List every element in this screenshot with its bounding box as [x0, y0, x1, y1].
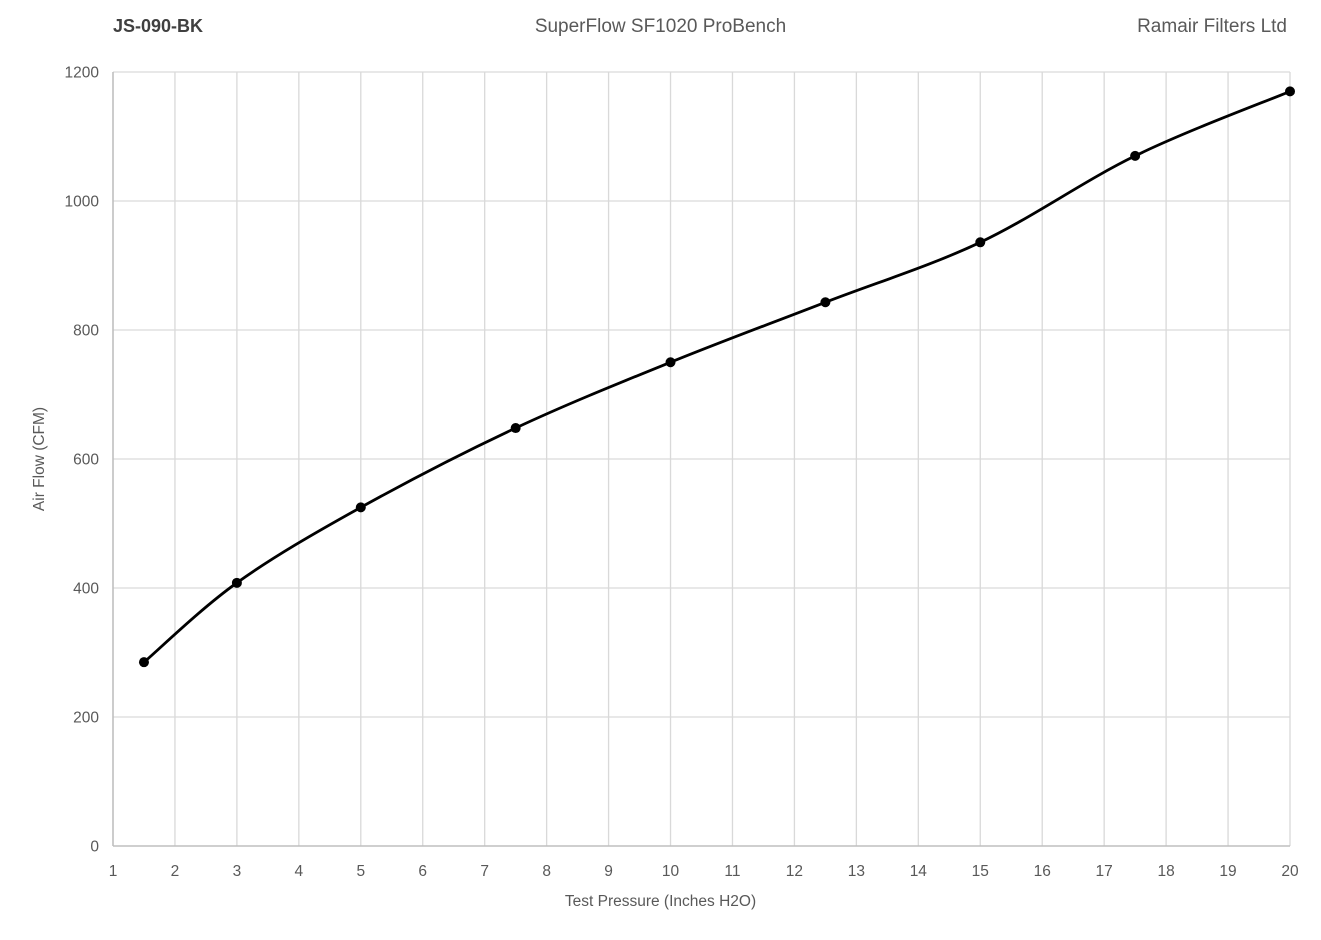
y-tick-label: 400: [73, 581, 99, 598]
x-tick-label: 4: [295, 863, 304, 880]
x-tick-label: 3: [233, 863, 242, 880]
data-point-marker: [1285, 86, 1295, 97]
y-tick-label: 1200: [65, 65, 100, 82]
x-tick-label: 10: [662, 863, 680, 880]
y-tick-label: 200: [73, 710, 99, 727]
x-tick-label: 12: [786, 863, 803, 880]
y-axis-title: Air Flow (CFM): [31, 406, 48, 512]
x-tick-label: 7: [480, 863, 489, 880]
x-tick-label: 17: [1096, 863, 1113, 880]
data-point-marker: [975, 237, 986, 248]
y-tick-labels: 0 200 400 600 800 1000 1200: [65, 65, 100, 856]
data-series: [138, 86, 1295, 668]
x-tick-labels: 1 2 3 4 5 6 7 8 9 10 11 12 13 14 15 16 17 18 19 20: [109, 863, 1299, 880]
series-line: [142, 90, 1292, 664]
x-tick-label: 18: [1157, 863, 1174, 880]
x-tick-label: 16: [1034, 863, 1051, 880]
data-point-marker: [138, 657, 149, 668]
x-tick-label: 15: [972, 863, 989, 880]
x-tick-label: 9: [604, 863, 613, 880]
x-tick-label: 8: [542, 863, 551, 880]
y-tick-label: 0: [90, 839, 99, 856]
gridlines: [113, 71, 1291, 846]
x-tick-label: 13: [848, 863, 865, 880]
chart-title: SuperFlow SF1020 ProBench: [534, 16, 787, 37]
x-tick-label: 2: [171, 863, 180, 880]
y-tick-label: 600: [73, 452, 99, 469]
x-tick-label: 5: [356, 863, 365, 880]
data-point-marker: [820, 297, 831, 308]
x-tick-label: 14: [910, 863, 928, 880]
x-tick-label: 19: [1219, 863, 1236, 880]
data-point-marker: [1130, 150, 1141, 161]
axis-lines: [112, 72, 1290, 847]
x-tick-label: 6: [418, 863, 427, 880]
x-tick-label: 20: [1281, 863, 1299, 880]
data-point-marker: [665, 357, 676, 368]
y-tick-label: 800: [73, 323, 99, 340]
data-point-marker: [510, 423, 521, 434]
x-tick-label: 11: [724, 863, 740, 880]
x-axis-title: Test Pressure (Inches H2O): [564, 893, 757, 910]
y-tick-label: 1000: [65, 194, 100, 211]
data-point-marker: [355, 502, 366, 513]
data-point-marker: [231, 577, 242, 588]
part-number-title: JS-090-BK: [113, 16, 204, 36]
company-title: Ramair Filters Ltd: [1137, 16, 1287, 37]
x-tick-label: 1: [109, 863, 118, 880]
